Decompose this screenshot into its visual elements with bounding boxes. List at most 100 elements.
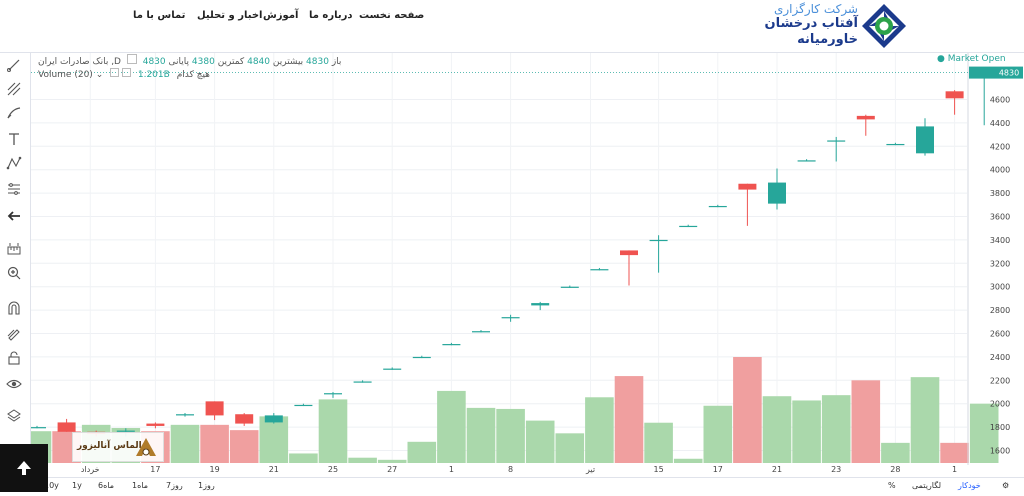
candle	[945, 90, 964, 115]
candle	[827, 136, 846, 162]
range-1m[interactable]: 1ماه	[132, 481, 149, 490]
candle	[472, 329, 490, 333]
volume-bar	[644, 422, 673, 463]
close-icon[interactable]	[121, 68, 131, 77]
volume-bar	[910, 377, 940, 463]
lock-icon[interactable]	[6, 350, 22, 366]
status-dot-icon: ●	[937, 54, 945, 64]
magnet-icon[interactable]	[6, 300, 22, 316]
open-label: باز	[331, 57, 342, 67]
text-tool-icon[interactable]	[6, 131, 22, 147]
candle	[679, 224, 698, 228]
candle-body	[560, 286, 579, 288]
candle	[620, 250, 638, 286]
nav-contact[interactable]: تماس با ما	[133, 10, 186, 21]
company-logo[interactable]: شرکت کارگزاری آفتاب درخشان خاورمیانه	[754, 0, 909, 52]
drawing-toolbar	[0, 53, 31, 478]
candle	[412, 355, 431, 359]
chevron-down-icon[interactable]: ⌄	[95, 70, 104, 80]
y-tick-label: 4400	[990, 119, 1010, 128]
candle-body	[412, 356, 431, 359]
range-1y[interactable]: 1y	[72, 481, 82, 490]
prediction-icon[interactable]	[6, 181, 22, 197]
x-tick-label: 27	[387, 465, 397, 474]
y-tick-label: 3400	[990, 236, 1010, 245]
logo-line-3: خاورمیانه	[797, 32, 858, 47]
brush-icon[interactable]	[6, 105, 22, 121]
nav-home[interactable]: صفحه نخست	[359, 10, 425, 21]
candle	[856, 114, 875, 136]
arrow-left-icon[interactable]	[6, 208, 22, 224]
range-toolbar: 10y 1y 6ماه 1ماه 7روز 1روز % لگاریتمی خو…	[30, 477, 1024, 496]
x-tick-label: 15	[654, 465, 664, 474]
volume-bar	[170, 424, 200, 463]
y-tick-label: 2000	[990, 400, 1010, 409]
measure-icon[interactable]	[6, 241, 22, 257]
candle	[146, 422, 165, 429]
market-status: ● Market Open	[937, 54, 1006, 64]
stay-drawing-icon[interactable]	[6, 325, 22, 341]
volume-bar	[407, 441, 437, 463]
log-toggle[interactable]: لگاریتمی	[912, 481, 942, 490]
nav-news[interactable]: اخبار و تحلیل	[197, 10, 263, 21]
settings-icon[interactable]	[126, 54, 137, 64]
volume-bar	[466, 407, 496, 463]
symbol-name[interactable]: بانک صادرات ایران ,D	[38, 57, 121, 67]
chart-widget: 1600 1800 2000 2200 2400 2600 2800 3000 3200 3400…	[0, 52, 1024, 496]
candle-body	[679, 225, 698, 228]
layers-icon[interactable]	[6, 408, 22, 424]
candle	[916, 118, 934, 156]
candle	[738, 183, 757, 226]
fib-tool-icon[interactable]	[6, 81, 22, 97]
volume-bar	[940, 442, 969, 463]
candle	[176, 413, 194, 417]
gear-icon[interactable]: ⚙	[1002, 481, 1010, 490]
candle	[531, 301, 550, 311]
zoom-icon[interactable]	[6, 265, 22, 281]
nav-about[interactable]: درباره ما	[309, 10, 353, 21]
candle-body	[797, 160, 816, 162]
candle-body	[116, 430, 135, 432]
y-tick-label: 3200	[990, 259, 1010, 268]
volume-bar	[881, 442, 910, 463]
scroll-top-button[interactable]	[0, 444, 48, 492]
watermark-text: الماس آنالیزور	[77, 441, 142, 451]
candlestick-chart[interactable]: 1600 1800 2000 2200 2400 2600 2800 3000 3200 3400…	[31, 53, 1024, 477]
candle-body	[205, 401, 224, 416]
eye-icon[interactable]	[6, 376, 22, 392]
candle-body	[945, 91, 964, 99]
candle	[708, 204, 727, 208]
market-status-text: Market Open	[947, 54, 1006, 64]
logo-line-2: آفتاب درخشان	[764, 16, 858, 31]
trend-line-icon[interactable]	[6, 57, 22, 73]
x-tick-label: 17	[150, 465, 160, 474]
volume-label[interactable]: Volume (20)	[38, 70, 93, 80]
candle-body	[501, 317, 520, 319]
pattern-icon[interactable]	[6, 155, 22, 171]
visibility-icon[interactable]	[110, 68, 120, 77]
candle-body	[590, 269, 609, 271]
candle	[383, 367, 402, 370]
candle-body	[294, 404, 313, 407]
x-tick-label: 21	[269, 465, 279, 474]
candle-body	[738, 183, 757, 190]
range-1d[interactable]: 1روز	[198, 481, 215, 490]
candle-body	[472, 331, 490, 333]
y-tick-label: 3800	[990, 189, 1010, 198]
range-6m[interactable]: 6ماه	[98, 481, 115, 490]
x-tick-label: 23	[831, 465, 841, 474]
x-tick-label: خرداد	[81, 465, 100, 474]
candle-body	[353, 381, 372, 383]
candle	[442, 342, 461, 346]
range-10y[interactable]: 10y	[44, 481, 59, 490]
candle	[264, 413, 283, 424]
candle-body	[146, 423, 165, 426]
candle	[235, 413, 254, 426]
candle	[768, 168, 786, 210]
nav-education[interactable]: آموزش	[263, 10, 299, 21]
percent-toggle[interactable]: %	[888, 481, 896, 490]
candle-body	[708, 205, 727, 208]
auto-toggle[interactable]: خودکار	[958, 481, 981, 490]
range-7d[interactable]: 7روز	[166, 481, 183, 490]
close-value: 4830	[142, 57, 166, 67]
